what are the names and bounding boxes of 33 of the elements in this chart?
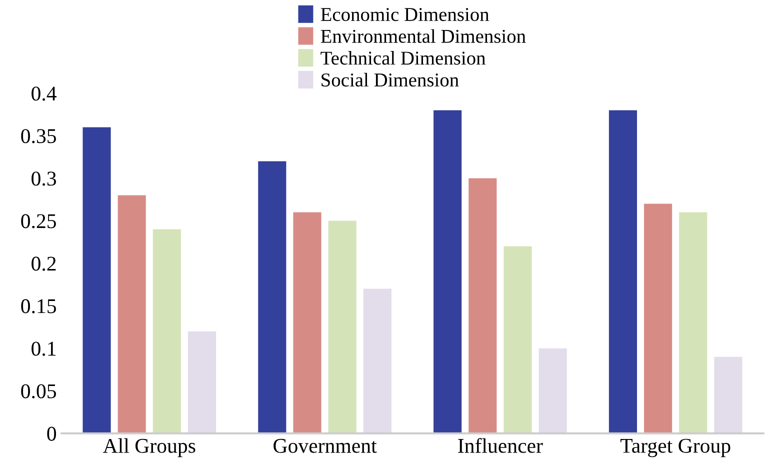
- y-tick-label: 0.1: [32, 342, 56, 356]
- y-tick-label: 0: [47, 426, 56, 441]
- y-tick-label: 0.2: [32, 256, 56, 271]
- bar: [152, 229, 181, 434]
- bar: [293, 212, 322, 434]
- y-tick-label: 0.35: [21, 129, 56, 144]
- bar: [82, 127, 111, 434]
- legend-label: Social Dimension: [322, 72, 459, 87]
- legend-label: Economic Dimension: [320, 8, 490, 22]
- y-tick-label: 0.25: [21, 214, 56, 228]
- y-tick-label: 0.3: [32, 172, 56, 186]
- y-tick-label: 0.05: [21, 384, 56, 398]
- y-tick-label: 0.4: [32, 86, 56, 101]
- bar: [328, 220, 356, 434]
- bar: [468, 178, 497, 434]
- x-tick-label: Target Group: [620, 438, 730, 458]
- bar: [644, 204, 672, 434]
- bar: [258, 161, 286, 434]
- bar: [504, 246, 532, 434]
- bar: [188, 331, 216, 434]
- bar: [608, 110, 637, 434]
- legend-label: Environmental Dimension: [320, 29, 526, 43]
- x-tick-label: All Groups: [103, 438, 196, 458]
- y-tick-label: 0.15: [21, 299, 56, 314]
- bar: [118, 195, 146, 434]
- bar: [434, 110, 462, 434]
- bar: [679, 212, 708, 434]
- bar: [714, 356, 742, 434]
- bar: [538, 348, 567, 434]
- legend-label: Technical Dimension: [320, 51, 486, 65]
- bar: [363, 288, 392, 434]
- x-tick-label: Influencer: [458, 438, 543, 453]
- x-tick-label: Government: [274, 438, 377, 453]
